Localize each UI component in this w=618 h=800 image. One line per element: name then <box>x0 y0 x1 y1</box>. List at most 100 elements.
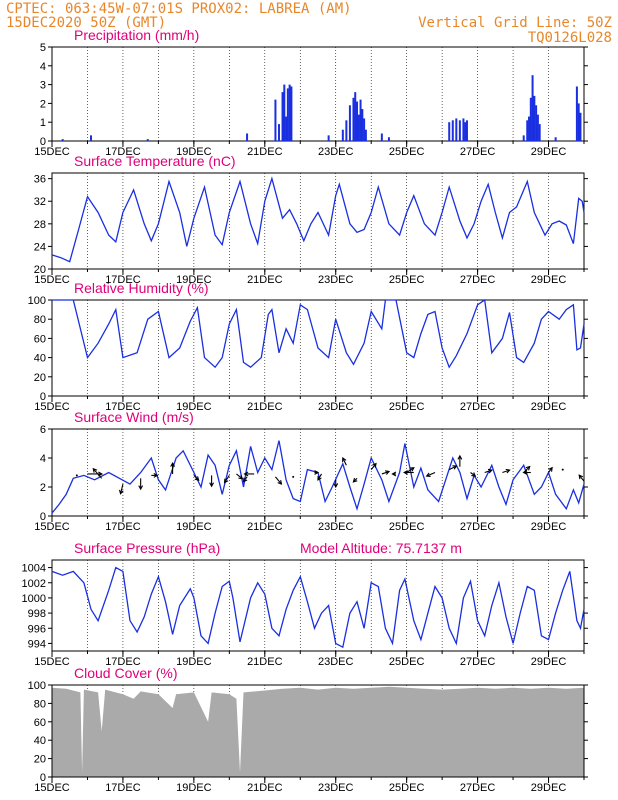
panel-frame <box>51 559 585 652</box>
wind-arrow <box>406 467 415 473</box>
precip-bar <box>462 118 465 141</box>
wind-arrow <box>578 474 585 482</box>
x-tick-label: 23DEC <box>318 656 354 668</box>
precip-bar <box>528 116 531 141</box>
wind-calm <box>561 468 564 471</box>
panel-humidity: 0 20 40 60 80 100 15DEC 17DEC 19DEC 21DEC 23DEC 25D… <box>28 280 588 413</box>
wind-shaft <box>370 463 377 470</box>
y-tick-label: 0 <box>40 772 46 784</box>
panel-title: Surface Wind (m/s) <box>74 409 194 425</box>
y-tick-label: 1002 <box>22 578 46 590</box>
wind-head <box>333 483 339 489</box>
precip-bar <box>341 129 344 141</box>
panel-frame <box>51 46 585 142</box>
wind-arrow <box>470 472 477 477</box>
wind-head <box>425 472 431 478</box>
x-tick-label: 25DEC <box>389 274 425 286</box>
x-tick-label: 21DEC <box>247 782 283 794</box>
y-tick-label: 0 <box>40 391 46 403</box>
wind-arrow <box>342 457 347 466</box>
precip-bar <box>281 92 284 141</box>
wind-shaft <box>92 468 103 479</box>
wind-arrow <box>242 476 248 483</box>
wind-shaft <box>317 473 323 481</box>
wind-head <box>578 474 584 480</box>
y-tick-label: 100 <box>28 295 46 307</box>
x-tick-label: 19DEC <box>176 782 212 794</box>
x-tick-label: 21DEC <box>247 656 283 668</box>
wind-arrow <box>370 462 377 470</box>
wind-arrow <box>75 474 78 477</box>
wind-arrow <box>223 475 230 484</box>
wind-shaft <box>406 467 415 473</box>
y-tick-label: 100 <box>28 680 46 692</box>
wind-arrow <box>502 468 511 474</box>
x-tick-label: 21DEC <box>247 274 283 286</box>
header-title: CPTEC: 063:45W-07:01S PROX02: LABREA (AM… <box>6 1 352 17</box>
x-tick-label: 17DEC <box>105 656 141 668</box>
precip-bar <box>356 101 359 141</box>
wind-head <box>548 466 553 472</box>
y-tick-label: 3 <box>40 80 46 92</box>
precip-bar <box>533 95 536 141</box>
y-tick-label: 998 <box>28 608 46 620</box>
wind-head <box>342 457 347 463</box>
y-tick-label: 28 <box>34 219 46 231</box>
precip-bar <box>277 124 280 141</box>
y-tick-label: 32 <box>34 196 46 208</box>
y-tick-label: 1004 <box>22 563 46 575</box>
x-tick-label: 25DEC <box>389 782 425 794</box>
precip-bar <box>364 129 367 141</box>
wind-shaft <box>502 469 510 474</box>
x-tick-label: 17DEC <box>105 401 141 413</box>
wind-arrow <box>314 470 320 475</box>
header-grid-line: Vertical Grid Line: 50Z <box>418 15 612 31</box>
wind-shaft <box>275 476 282 485</box>
y-tick-label: 4 <box>40 453 46 465</box>
precip-bar <box>345 120 348 141</box>
wind-arrow <box>333 479 339 489</box>
wind-arrow <box>317 473 323 481</box>
precip-bar <box>577 103 580 141</box>
y-tick-label: 80 <box>34 314 46 326</box>
x-tick-label: 19DEC <box>176 521 212 533</box>
y-tick-label: 994 <box>28 638 46 650</box>
wind-shaft <box>484 469 493 474</box>
wind-head <box>314 470 320 475</box>
wind-head <box>242 477 248 483</box>
panel-frame <box>51 299 585 397</box>
wind-shaft <box>236 473 243 480</box>
wind-head <box>471 472 477 477</box>
y-tick-label: 20 <box>34 372 46 384</box>
panel-frame <box>51 172 585 270</box>
precip-bar <box>348 105 351 141</box>
x-tick-label: 17DEC <box>105 146 141 158</box>
wind-arrow <box>381 470 391 475</box>
precip-bar <box>285 116 288 141</box>
x-tick-label: 15DEC <box>34 782 70 794</box>
precip-bar <box>327 135 330 141</box>
wind-head <box>138 485 144 491</box>
wind-head <box>118 489 124 495</box>
x-tick-label: 29DEC <box>531 521 567 533</box>
panel-title: Relative Humidity (%) <box>74 280 209 296</box>
x-tick-label: 25DEC <box>389 401 425 413</box>
wind-head <box>277 480 283 485</box>
x-tick-label: 27DEC <box>460 401 496 413</box>
precip-bar <box>387 137 390 141</box>
wind-shaft <box>119 483 124 494</box>
wind-arrow <box>352 477 358 483</box>
wind-arrow <box>522 470 531 475</box>
precip-bar <box>146 139 149 141</box>
precip-bar <box>246 133 249 141</box>
wind-arrow <box>484 468 493 474</box>
wind-head <box>409 467 415 472</box>
x-tick-label: 27DEC <box>460 146 496 158</box>
precip-bar <box>526 120 529 141</box>
precip-bar <box>274 99 277 141</box>
precip-bar <box>90 135 93 141</box>
series-line <box>52 298 585 369</box>
wind-arrow <box>209 475 215 488</box>
x-tick-label: 19DEC <box>176 146 212 158</box>
